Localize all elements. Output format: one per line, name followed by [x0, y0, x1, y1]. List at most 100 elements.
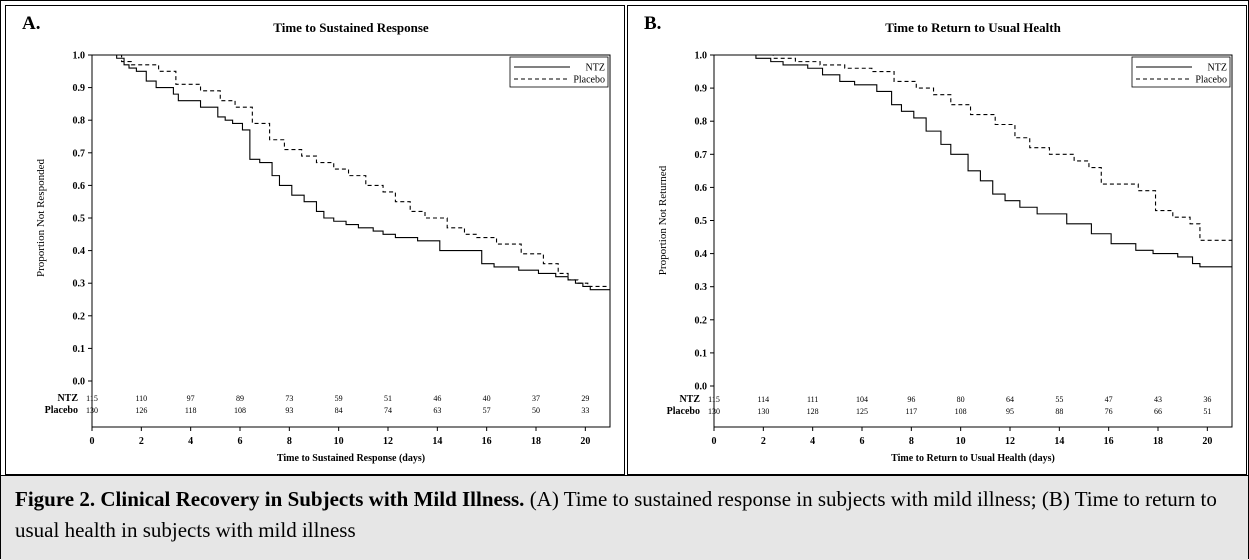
a-plot-area [91, 54, 611, 428]
b-y-tick-label: 0.7 [695, 150, 708, 161]
b-risk-value: 88 [1055, 407, 1063, 416]
b-x-axis-label: Time to Return to Usual Health (days) [891, 453, 1055, 464]
a-risk-value: 73 [285, 394, 293, 403]
b-x-tick-label: 4 [810, 436, 815, 447]
b-risk-value: 76 [1105, 407, 1113, 416]
b-risk-value: 130 [757, 407, 769, 416]
a-risk-value: 126 [135, 406, 147, 415]
a-series-ntz-line [92, 54, 610, 291]
a-y-tick-label: 0.1 [73, 344, 86, 355]
b-risk-row-label: NTZ [679, 394, 700, 405]
a-legend-label-placebo: Placebo [573, 75, 605, 86]
b-risk-value: 66 [1154, 407, 1162, 416]
b-y-tick-label: 0.8 [695, 117, 708, 128]
b-x-tick-label: 14 [1054, 436, 1064, 447]
b-risk-value: 111 [807, 395, 818, 404]
a-panel-label: A. [22, 13, 40, 34]
b-x-tick-label: 20 [1202, 436, 1212, 447]
a-legend-label-ntz: NTZ [586, 63, 605, 74]
panel-b-svg: B. Time to Return to Usual Health 0.0 0.1 0.… [644, 13, 1233, 464]
a-risk-value: 37 [532, 394, 540, 403]
a-x-tick-label: 8 [287, 436, 292, 447]
a-risk-value: 97 [187, 394, 195, 403]
a-y-tick-label: 0.3 [73, 279, 86, 290]
b-x-tick-label: 12 [1005, 436, 1015, 447]
b-x-tick-label: 8 [909, 436, 914, 447]
a-risk-value: 110 [135, 394, 147, 403]
b-y-tick-label: 0.3 [695, 282, 708, 293]
b-panel-label: B. [644, 13, 661, 34]
b-x-tick-label: 6 [860, 436, 865, 447]
a-risk-value: 29 [581, 394, 589, 403]
b-y-tick-label: 0.1 [695, 348, 708, 359]
a-y-axis-label: Proportion Not Responded [35, 159, 47, 277]
b-risk-value: 80 [957, 395, 965, 404]
b-y-tick-label: 0.2 [695, 315, 708, 326]
a-chart-title: Time to Sustained Response [273, 20, 429, 35]
a-risk-row-label: Placebo [45, 405, 78, 416]
a-risk-row-label: NTZ [57, 393, 78, 404]
a-legend [509, 56, 609, 88]
a-y-tick-label: 1.0 [73, 51, 86, 62]
a-y-tick-label: 0.5 [73, 214, 86, 225]
a-risk-value: 63 [433, 406, 441, 415]
b-y-axis-label: Proportion Not Returned [657, 165, 669, 275]
a-x-tick-label: 16 [482, 436, 492, 447]
b-plot-area [713, 54, 1233, 428]
a-y-tick-label: 0.7 [73, 148, 86, 159]
a-risk-value: 115 [86, 394, 98, 403]
a-x-tick-label: 4 [188, 436, 193, 447]
b-risk-value: 130 [708, 407, 720, 416]
a-y-tick-label: 0.8 [73, 116, 86, 127]
a-risk-value: 84 [335, 406, 343, 415]
a-risk-value: 57 [483, 406, 491, 415]
b-risk-value: 51 [1203, 407, 1211, 416]
a-risk-value: 46 [433, 394, 441, 403]
a-x-tick-label: 2 [139, 436, 144, 447]
b-legend [1131, 56, 1231, 88]
a-y-tick-label: 0.2 [73, 311, 86, 322]
a-y-tick-label: 0.9 [73, 83, 86, 94]
a-x-tick-label: 20 [580, 436, 590, 447]
b-risk-value: 36 [1203, 395, 1211, 404]
a-x-tick-label: 18 [531, 436, 541, 447]
b-risk-row-label: Placebo [667, 406, 700, 417]
b-y-tick-label: 0.5 [695, 216, 708, 227]
a-risk-value: 33 [581, 406, 589, 415]
b-y-tick-label: 0.4 [695, 249, 708, 260]
b-x-tick-label: 16 [1104, 436, 1114, 447]
b-risk-value: 115 [708, 395, 720, 404]
a-risk-value: 50 [532, 406, 540, 415]
a-y-tick-label: 0.6 [73, 181, 86, 192]
b-risk-value: 55 [1055, 395, 1063, 404]
a-risk-value: 74 [384, 406, 392, 415]
b-x-tick-label: 0 [712, 436, 717, 447]
b-y-tick-label: 0.9 [695, 84, 708, 95]
panel-a-svg: A. Time to Sustained Response 0.0 0.1 0.2 0.3… [22, 13, 611, 464]
a-x-tick-label: 14 [432, 436, 442, 447]
b-risk-value: 95 [1006, 407, 1014, 416]
a-series-placebo-line [92, 54, 610, 288]
b-chart-title: Time to Return to Usual Health [885, 20, 1061, 35]
b-risk-value: 125 [856, 407, 868, 416]
a-risk-value: 93 [285, 406, 293, 415]
a-x-tick-label: 6 [238, 436, 243, 447]
b-legend-label-placebo: Placebo [1195, 75, 1227, 86]
b-y-tick-label: 0.0 [695, 382, 708, 393]
a-risk-value: 118 [185, 406, 197, 415]
b-risk-value: 64 [1006, 395, 1014, 404]
b-risk-value: 114 [757, 395, 769, 404]
caption-body: (A) Time to sustained response in subjec… [15, 487, 1217, 542]
a-y-tick-label: 0.4 [73, 246, 86, 257]
b-series-placebo-line [714, 54, 1232, 241]
a-x-tick-label: 10 [334, 436, 344, 447]
a-risk-value: 40 [483, 394, 491, 403]
a-x-tick-label: 12 [383, 436, 393, 447]
b-legend-label-ntz: NTZ [1208, 63, 1227, 74]
a-risk-value: 89 [236, 394, 244, 403]
b-y-tick-label: 0.6 [695, 183, 708, 194]
b-x-tick-label: 18 [1153, 436, 1163, 447]
b-y-tick-label: 1.0 [695, 51, 708, 62]
b-risk-value: 96 [907, 395, 915, 404]
b-risk-value: 47 [1105, 395, 1113, 404]
